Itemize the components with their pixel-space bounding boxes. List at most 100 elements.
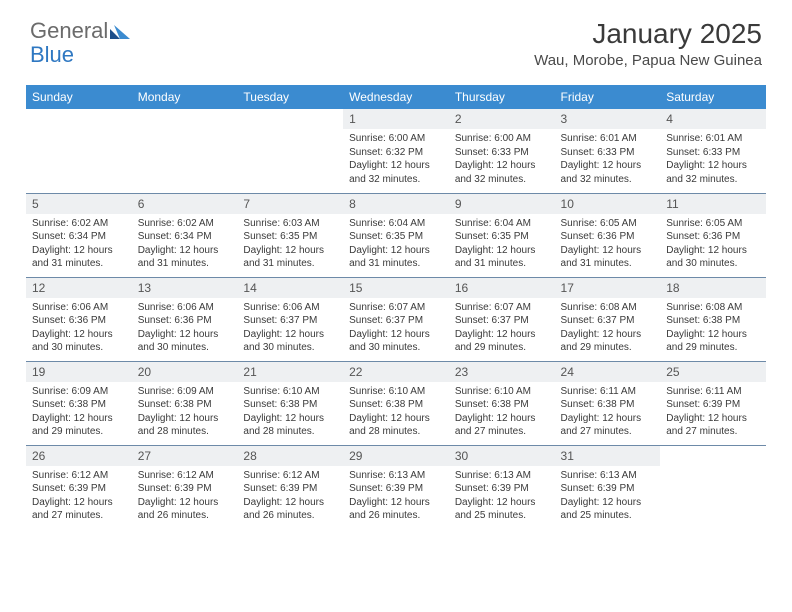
calendar-day-cell: 16Sunrise: 6:07 AMSunset: 6:37 PMDayligh… — [449, 277, 555, 361]
calendar-day-cell: 17Sunrise: 6:08 AMSunset: 6:37 PMDayligh… — [555, 277, 661, 361]
day-number: 31 — [555, 446, 661, 466]
day-number-empty — [132, 109, 238, 129]
calendar-day-cell: 23Sunrise: 6:10 AMSunset: 6:38 PMDayligh… — [449, 361, 555, 445]
calendar-day-cell: 3Sunrise: 6:01 AMSunset: 6:33 PMDaylight… — [555, 109, 661, 193]
day-number: 28 — [237, 446, 343, 466]
calendar-day-cell: 29Sunrise: 6:13 AMSunset: 6:39 PMDayligh… — [343, 445, 449, 529]
month-title: January 2025 — [534, 18, 762, 50]
day-number: 22 — [343, 362, 449, 382]
calendar-day-cell: 18Sunrise: 6:08 AMSunset: 6:38 PMDayligh… — [660, 277, 766, 361]
day-number-empty — [237, 109, 343, 129]
calendar-header-row: SundayMondayTuesdayWednesdayThursdayFrid… — [26, 85, 766, 109]
calendar-table: SundayMondayTuesdayWednesdayThursdayFrid… — [26, 85, 766, 529]
weekday-header: Friday — [555, 85, 661, 109]
day-number: 13 — [132, 278, 238, 298]
day-number: 18 — [660, 278, 766, 298]
calendar-day-cell: 27Sunrise: 6:12 AMSunset: 6:39 PMDayligh… — [132, 445, 238, 529]
day-number: 6 — [132, 194, 238, 214]
calendar-day-cell: 10Sunrise: 6:05 AMSunset: 6:36 PMDayligh… — [555, 193, 661, 277]
calendar-day-cell: 11Sunrise: 6:05 AMSunset: 6:36 PMDayligh… — [660, 193, 766, 277]
day-number: 24 — [555, 362, 661, 382]
day-content: Sunrise: 6:04 AMSunset: 6:35 PMDaylight:… — [449, 214, 555, 275]
weekday-header: Saturday — [660, 85, 766, 109]
day-content: Sunrise: 6:02 AMSunset: 6:34 PMDaylight:… — [132, 214, 238, 275]
day-content: Sunrise: 6:06 AMSunset: 6:37 PMDaylight:… — [237, 298, 343, 359]
day-number: 10 — [555, 194, 661, 214]
day-content: Sunrise: 6:07 AMSunset: 6:37 PMDaylight:… — [343, 298, 449, 359]
title-block: January 2025 Wau, Morobe, Papua New Guin… — [534, 18, 762, 69]
day-content: Sunrise: 6:07 AMSunset: 6:37 PMDaylight:… — [449, 298, 555, 359]
logo-flag-icon — [110, 23, 132, 39]
day-content: Sunrise: 6:10 AMSunset: 6:38 PMDaylight:… — [237, 382, 343, 443]
calendar-day-cell: 15Sunrise: 6:07 AMSunset: 6:37 PMDayligh… — [343, 277, 449, 361]
day-number: 19 — [26, 362, 132, 382]
weekday-header: Tuesday — [237, 85, 343, 109]
calendar-week-row: 12Sunrise: 6:06 AMSunset: 6:36 PMDayligh… — [26, 277, 766, 361]
calendar-day-cell — [660, 445, 766, 529]
calendar-day-cell: 12Sunrise: 6:06 AMSunset: 6:36 PMDayligh… — [26, 277, 132, 361]
day-number: 25 — [660, 362, 766, 382]
day-content: Sunrise: 6:11 AMSunset: 6:39 PMDaylight:… — [660, 382, 766, 443]
calendar-day-cell: 31Sunrise: 6:13 AMSunset: 6:39 PMDayligh… — [555, 445, 661, 529]
calendar-day-cell: 9Sunrise: 6:04 AMSunset: 6:35 PMDaylight… — [449, 193, 555, 277]
day-content: Sunrise: 6:12 AMSunset: 6:39 PMDaylight:… — [237, 466, 343, 527]
day-content: Sunrise: 6:04 AMSunset: 6:35 PMDaylight:… — [343, 214, 449, 275]
day-content: Sunrise: 6:09 AMSunset: 6:38 PMDaylight:… — [26, 382, 132, 443]
calendar-day-cell: 2Sunrise: 6:00 AMSunset: 6:33 PMDaylight… — [449, 109, 555, 193]
day-content: Sunrise: 6:03 AMSunset: 6:35 PMDaylight:… — [237, 214, 343, 275]
day-number: 11 — [660, 194, 766, 214]
calendar-day-cell: 20Sunrise: 6:09 AMSunset: 6:38 PMDayligh… — [132, 361, 238, 445]
day-content: Sunrise: 6:01 AMSunset: 6:33 PMDaylight:… — [660, 129, 766, 190]
calendar-day-cell: 1Sunrise: 6:00 AMSunset: 6:32 PMDaylight… — [343, 109, 449, 193]
day-content: Sunrise: 6:01 AMSunset: 6:33 PMDaylight:… — [555, 129, 661, 190]
calendar-day-cell: 14Sunrise: 6:06 AMSunset: 6:37 PMDayligh… — [237, 277, 343, 361]
day-number: 29 — [343, 446, 449, 466]
calendar-day-cell: 19Sunrise: 6:09 AMSunset: 6:38 PMDayligh… — [26, 361, 132, 445]
day-number: 7 — [237, 194, 343, 214]
day-number: 12 — [26, 278, 132, 298]
day-content: Sunrise: 6:13 AMSunset: 6:39 PMDaylight:… — [343, 466, 449, 527]
day-number: 16 — [449, 278, 555, 298]
day-content: Sunrise: 6:08 AMSunset: 6:37 PMDaylight:… — [555, 298, 661, 359]
day-number: 2 — [449, 109, 555, 129]
calendar-day-cell — [237, 109, 343, 193]
calendar-day-cell: 5Sunrise: 6:02 AMSunset: 6:34 PMDaylight… — [26, 193, 132, 277]
day-number: 21 — [237, 362, 343, 382]
calendar-day-cell: 24Sunrise: 6:11 AMSunset: 6:38 PMDayligh… — [555, 361, 661, 445]
calendar-day-cell: 30Sunrise: 6:13 AMSunset: 6:39 PMDayligh… — [449, 445, 555, 529]
day-number: 17 — [555, 278, 661, 298]
day-content: Sunrise: 6:00 AMSunset: 6:33 PMDaylight:… — [449, 129, 555, 190]
calendar-day-cell: 28Sunrise: 6:12 AMSunset: 6:39 PMDayligh… — [237, 445, 343, 529]
calendar-body: 1Sunrise: 6:00 AMSunset: 6:32 PMDaylight… — [26, 109, 766, 529]
day-number: 15 — [343, 278, 449, 298]
calendar-day-cell: 13Sunrise: 6:06 AMSunset: 6:36 PMDayligh… — [132, 277, 238, 361]
calendar-week-row: 1Sunrise: 6:00 AMSunset: 6:32 PMDaylight… — [26, 109, 766, 193]
day-content: Sunrise: 6:10 AMSunset: 6:38 PMDaylight:… — [449, 382, 555, 443]
day-content: Sunrise: 6:00 AMSunset: 6:32 PMDaylight:… — [343, 129, 449, 190]
weekday-header: Thursday — [449, 85, 555, 109]
day-number: 30 — [449, 446, 555, 466]
calendar-day-cell — [26, 109, 132, 193]
weekday-header: Sunday — [26, 85, 132, 109]
day-content: Sunrise: 6:05 AMSunset: 6:36 PMDaylight:… — [660, 214, 766, 275]
calendar-day-cell: 25Sunrise: 6:11 AMSunset: 6:39 PMDayligh… — [660, 361, 766, 445]
day-content: Sunrise: 6:13 AMSunset: 6:39 PMDaylight:… — [555, 466, 661, 527]
calendar-day-cell: 4Sunrise: 6:01 AMSunset: 6:33 PMDaylight… — [660, 109, 766, 193]
calendar-day-cell: 8Sunrise: 6:04 AMSunset: 6:35 PMDaylight… — [343, 193, 449, 277]
day-number: 8 — [343, 194, 449, 214]
day-number: 5 — [26, 194, 132, 214]
logo-text-blue: Blue — [30, 42, 74, 68]
weekday-header: Monday — [132, 85, 238, 109]
day-number: 26 — [26, 446, 132, 466]
calendar-day-cell: 7Sunrise: 6:03 AMSunset: 6:35 PMDaylight… — [237, 193, 343, 277]
day-number: 4 — [660, 109, 766, 129]
day-number: 9 — [449, 194, 555, 214]
day-content: Sunrise: 6:12 AMSunset: 6:39 PMDaylight:… — [132, 466, 238, 527]
day-number: 20 — [132, 362, 238, 382]
day-content: Sunrise: 6:09 AMSunset: 6:38 PMDaylight:… — [132, 382, 238, 443]
header: General January 2025 Wau, Morobe, Papua … — [0, 0, 792, 75]
day-content: Sunrise: 6:11 AMSunset: 6:38 PMDaylight:… — [555, 382, 661, 443]
day-content: Sunrise: 6:12 AMSunset: 6:39 PMDaylight:… — [26, 466, 132, 527]
location-text: Wau, Morobe, Papua New Guinea — [534, 52, 762, 69]
day-number: 3 — [555, 109, 661, 129]
